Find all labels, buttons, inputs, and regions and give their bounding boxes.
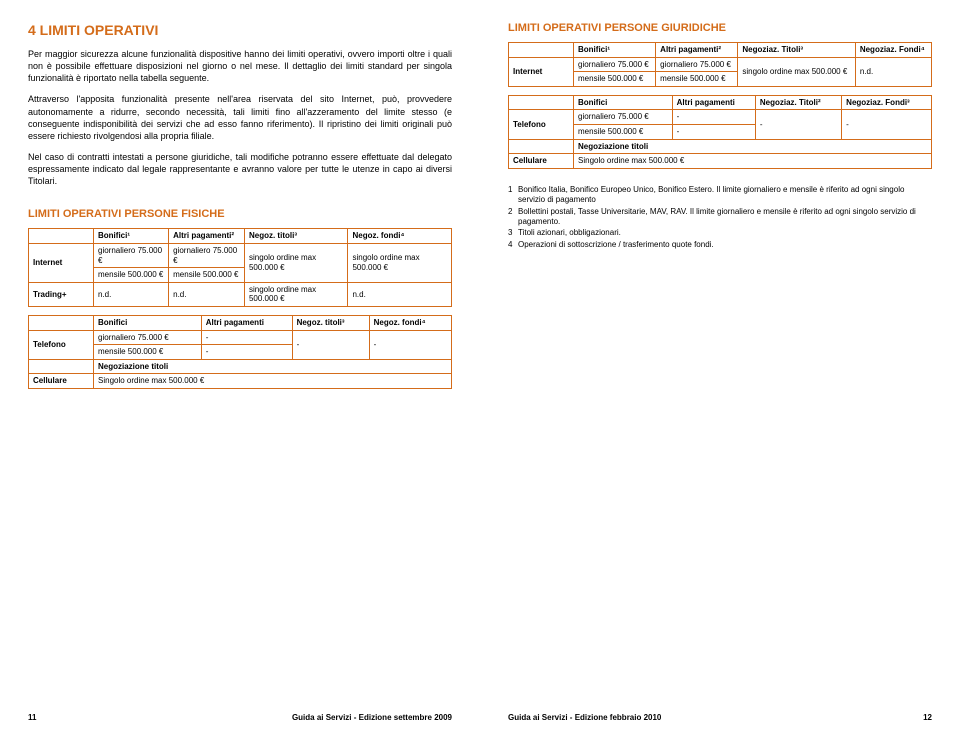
page-footer: Guida ai Servizi - Edizione febbraio 201… — [508, 707, 932, 722]
th-blank — [509, 43, 574, 58]
section-title-giuridiche: LIMITI OPERATIVI PERSONE GIURIDICHE — [508, 22, 932, 34]
cell: - — [672, 110, 755, 125]
row-internet: Internet — [29, 244, 94, 283]
cell-blank — [509, 139, 574, 154]
footnote-text: Operazioni di sottoscrizione / trasferim… — [518, 240, 714, 250]
th-blank — [509, 95, 574, 110]
table-fisiche-b: Bonifici Altri pagamenti Negoz. titoli³ … — [28, 315, 452, 389]
paragraph-1: Per maggior sicurezza alcune funzionalit… — [28, 48, 452, 84]
table-giuridiche-b: Bonifici Altri pagamenti Negoziaz. Titol… — [508, 95, 932, 169]
th-titoli: Negoziaz. Titoli³ — [738, 43, 855, 58]
th-titoli: Negoz. titoli³ — [292, 315, 369, 330]
cell: - — [672, 124, 755, 139]
cell: singolo ordine max 500.000 € — [244, 282, 348, 306]
cell: mensile 500.000 € — [94, 345, 202, 360]
paragraph-3: Nel caso di contratti intestati a person… — [28, 151, 452, 187]
footnotes: 1Bonifico Italia, Bonifico Europeo Unico… — [508, 185, 932, 251]
th-fondi: Negoziaz. Fondi³ — [842, 95, 932, 110]
th-bonifici: Bonifici — [574, 95, 673, 110]
table-fisiche-a: Bonifici¹ Altri pagamenti² Negoz. titoli… — [28, 228, 452, 307]
row-telefono: Telefono — [29, 330, 94, 359]
cell: mensile 500.000 € — [656, 72, 738, 87]
cell: - — [369, 330, 451, 359]
page-number: 12 — [923, 713, 932, 722]
footnote-num: 1 — [508, 185, 518, 206]
th-fondi: Negoz. fondi⁴ — [348, 229, 452, 244]
cell: singolo ordine max 500.000 € — [244, 244, 348, 283]
row-cellulare: Cellulare — [29, 374, 94, 389]
neg-titoli-header: Negoziazione titoli — [574, 139, 932, 154]
cell: - — [201, 330, 292, 345]
cell: singolo ordine max 500.000 € — [738, 57, 855, 86]
th-titoli: Negoz. titoli³ — [244, 229, 348, 244]
footnote-text: Bollettini postali, Tasse Universitarie,… — [518, 207, 932, 228]
table-giuridiche-a: Bonifici¹ Altri pagamenti² Negoziaz. Tit… — [508, 42, 932, 87]
cell: mensile 500.000 € — [574, 72, 656, 87]
cell: Singolo ordine max 500.000 € — [94, 374, 452, 389]
cell: - — [292, 330, 369, 359]
cell: n.d. — [94, 282, 169, 306]
row-cellulare: Cellulare — [509, 154, 574, 169]
th-titoli: Negoziaz. Titoli² — [755, 95, 841, 110]
footnote-num: 2 — [508, 207, 518, 228]
cell: mensile 500.000 € — [574, 124, 673, 139]
cell: singolo ordine max 500.000 € — [348, 244, 452, 283]
row-trading: Trading+ — [29, 282, 94, 306]
page-number: 11 — [28, 713, 36, 722]
row-internet: Internet — [509, 57, 574, 86]
th-bonifici: Bonifici¹ — [574, 43, 656, 58]
th-bonifici: Bonifici — [94, 315, 202, 330]
row-telefono: Telefono — [509, 110, 574, 139]
section-title-fisiche: LIMITI OPERATIVI PERSONE FISICHE — [28, 208, 452, 220]
page-title: 4 LIMITI OPERATIVI — [28, 22, 452, 38]
neg-titoli-header: Negoziazione titoli — [94, 359, 452, 374]
page-left: 4 LIMITI OPERATIVI Per maggior sicurezza… — [0, 0, 480, 732]
footnote-num: 3 — [508, 228, 518, 238]
cell: Singolo ordine max 500.000 € — [574, 154, 932, 169]
footer-text: Guida ai Servizi - Edizione febbraio 201… — [508, 713, 661, 722]
footnote-num: 4 — [508, 240, 518, 250]
th-fondi: Negoz. fondi⁴ — [369, 315, 451, 330]
cell: giornaliero 75.000 € — [574, 57, 656, 72]
cell: n.d. — [855, 57, 931, 86]
footnote-text: Titoli azionari, obbligazionari. — [518, 228, 621, 238]
paragraph-2: Attraverso l'apposita funzionalità prese… — [28, 93, 452, 142]
cell: giornaliero 75.000 € — [574, 110, 673, 125]
page-right: LIMITI OPERATIVI PERSONE GIURIDICHE Boni… — [480, 0, 960, 732]
cell: giornaliero 75.000 € — [94, 330, 202, 345]
cell: - — [842, 110, 932, 139]
th-altri: Altri pagamenti — [201, 315, 292, 330]
cell: n.d. — [169, 282, 245, 306]
th-altri: Altri pagamenti² — [656, 43, 738, 58]
th-blank — [29, 315, 94, 330]
th-altri: Altri pagamenti — [672, 95, 755, 110]
footer-text: Guida ai Servizi - Edizione settembre 20… — [292, 713, 452, 722]
th-fondi: Negoziaz. Fondi⁴ — [855, 43, 931, 58]
cell: n.d. — [348, 282, 452, 306]
th-bonifici: Bonifici¹ — [94, 229, 169, 244]
cell: giornaliero 75.000 € — [94, 244, 169, 268]
cell: mensile 500.000 € — [94, 268, 169, 283]
cell: giornaliero 75.000 € — [656, 57, 738, 72]
cell: - — [201, 345, 292, 360]
th-altri: Altri pagamenti² — [169, 229, 245, 244]
cell: mensile 500.000 € — [169, 268, 245, 283]
cell-blank — [29, 359, 94, 374]
page-footer: 11 Guida ai Servizi - Edizione settembre… — [28, 707, 452, 722]
th-blank — [29, 229, 94, 244]
cell: giornaliero 75.000 € — [169, 244, 245, 268]
footnote-text: Bonifico Italia, Bonifico Europeo Unico,… — [518, 185, 932, 206]
cell: - — [755, 110, 841, 139]
